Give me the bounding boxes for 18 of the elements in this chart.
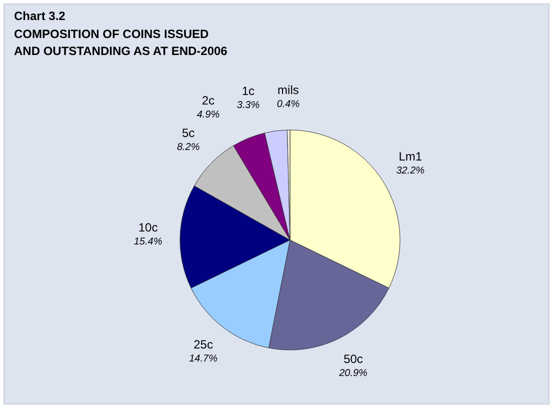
data-label: 32.2% — [396, 166, 425, 177]
data-label: 0.4% — [276, 99, 300, 110]
slice-label: 50c — [344, 352, 363, 366]
slice-label: 1c — [242, 84, 255, 98]
data-label: 4.9% — [196, 109, 220, 120]
slice-label: 25c — [194, 337, 213, 352]
data-label: 20.9% — [338, 368, 368, 380]
data-label: 8.2% — [176, 142, 200, 153]
chart-title: Chart 3.2 — [14, 9, 66, 23]
slice-label: mils — [278, 83, 299, 98]
slice-label: 5c — [182, 126, 195, 140]
data-label: 3.3% — [236, 100, 260, 112]
data-label: 14.7% — [189, 353, 218, 364]
data-label: 15.4% — [134, 236, 162, 248]
slice-label: 10c — [138, 220, 158, 235]
slice-label: 2c — [202, 93, 215, 108]
chart-subtitle: COMPOSITION OF COINS ISSUED AND OUTSTANDING AS AT END-2006 — [14, 27, 228, 58]
category-label: Lm1 — [398, 150, 422, 164]
